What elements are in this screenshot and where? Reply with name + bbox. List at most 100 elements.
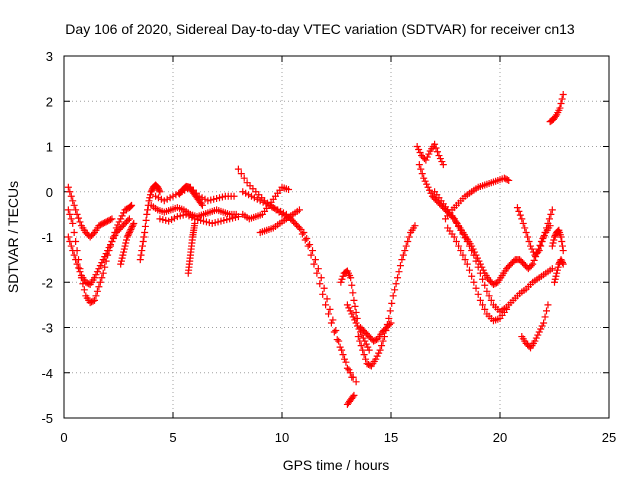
data-point xyxy=(91,274,99,282)
data-point xyxy=(349,313,357,321)
data-point xyxy=(117,257,125,265)
data-point xyxy=(142,216,150,224)
data-point xyxy=(541,228,549,236)
data-point xyxy=(95,265,103,273)
data-point xyxy=(93,268,101,276)
data-point xyxy=(551,231,559,239)
data-point xyxy=(547,210,555,218)
data-point xyxy=(145,197,153,205)
data-point xyxy=(117,215,125,223)
data-point xyxy=(450,233,458,241)
data-point xyxy=(551,275,559,283)
data-point xyxy=(522,228,530,236)
data-point xyxy=(346,307,354,315)
data-point xyxy=(340,355,348,363)
data-point xyxy=(548,265,556,273)
data-point xyxy=(156,188,164,196)
data-point xyxy=(543,224,551,232)
data-point xyxy=(424,183,432,191)
data-point xyxy=(66,210,74,218)
data-point xyxy=(518,215,526,223)
data-point xyxy=(317,274,325,282)
data-point xyxy=(137,251,145,259)
data-point xyxy=(360,351,368,359)
data-point xyxy=(534,248,542,256)
data-point xyxy=(93,287,101,295)
data-point xyxy=(358,331,366,339)
data-point xyxy=(124,231,132,239)
data-point xyxy=(545,215,553,223)
data-point xyxy=(415,146,423,154)
data-point xyxy=(69,247,77,255)
data-point xyxy=(479,301,487,309)
data-point xyxy=(362,340,370,348)
data-point xyxy=(534,331,542,339)
y-tick-label: -5 xyxy=(41,411,53,426)
data-point xyxy=(122,239,130,247)
data-point xyxy=(322,301,330,309)
data-point xyxy=(89,297,97,305)
data-point xyxy=(309,247,317,255)
data-point xyxy=(375,349,383,357)
data-point xyxy=(314,265,322,273)
y-tick-label: 0 xyxy=(46,185,53,200)
data-point xyxy=(540,319,548,327)
data-point xyxy=(388,299,396,307)
data-point xyxy=(559,90,567,98)
data-point xyxy=(95,283,103,291)
data-point xyxy=(66,188,74,196)
data-point xyxy=(421,177,429,185)
data-point xyxy=(543,307,551,315)
data-point xyxy=(295,206,303,214)
x-tick-label: 15 xyxy=(384,430,398,445)
data-point xyxy=(405,233,413,241)
data-point xyxy=(351,316,359,324)
data-point xyxy=(107,241,115,249)
data-point xyxy=(122,236,130,244)
data-point xyxy=(198,201,206,209)
data-point xyxy=(323,295,331,303)
data-point xyxy=(118,254,126,262)
data-point xyxy=(361,337,369,345)
data-point xyxy=(420,174,428,182)
data-point xyxy=(311,256,319,264)
data-point xyxy=(348,281,356,289)
data-point xyxy=(345,366,353,374)
data-point xyxy=(398,256,406,264)
data-point xyxy=(141,228,149,236)
series-track-n xyxy=(256,206,303,236)
data-point xyxy=(387,319,395,327)
data-point xyxy=(128,222,136,230)
data-point xyxy=(343,364,351,372)
data-point xyxy=(111,231,119,239)
data-points xyxy=(64,90,567,408)
series-track-aa xyxy=(548,226,567,255)
data-point xyxy=(338,275,346,283)
series-track-e xyxy=(136,181,164,264)
data-point xyxy=(148,186,156,194)
data-point xyxy=(423,153,431,161)
data-point xyxy=(130,219,138,227)
data-point xyxy=(66,238,74,246)
data-point xyxy=(155,186,163,194)
data-point xyxy=(468,247,476,255)
data-point xyxy=(80,286,88,294)
data-point xyxy=(432,144,440,152)
data-point xyxy=(354,322,362,330)
data-point xyxy=(449,213,457,221)
data-point xyxy=(339,272,347,280)
data-point xyxy=(515,207,523,215)
data-point xyxy=(332,327,340,335)
data-point xyxy=(108,215,116,223)
data-point xyxy=(144,206,152,214)
data-point xyxy=(336,343,344,351)
data-point xyxy=(527,242,535,250)
data-point xyxy=(476,269,484,277)
data-point xyxy=(99,256,107,264)
data-point xyxy=(320,284,328,292)
data-point xyxy=(107,216,115,224)
series-track-l xyxy=(234,165,356,381)
data-point xyxy=(108,238,116,246)
series-track-d xyxy=(117,219,138,268)
series-track-v xyxy=(431,188,556,316)
